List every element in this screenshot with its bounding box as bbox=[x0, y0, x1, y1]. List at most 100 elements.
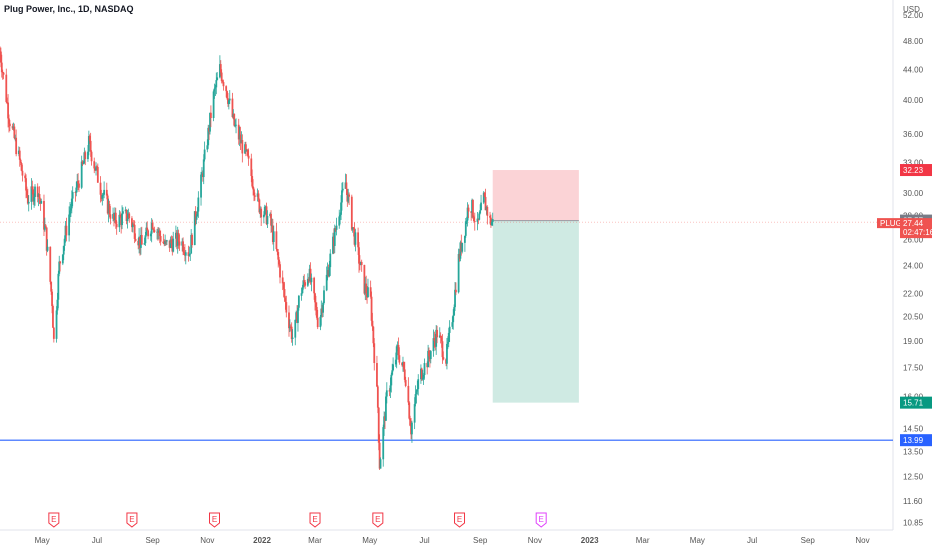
candle-body bbox=[448, 326, 451, 333]
candle-body bbox=[143, 243, 146, 245]
candle-body bbox=[96, 166, 98, 168]
candle-body bbox=[245, 144, 247, 151]
candle-body bbox=[219, 64, 222, 73]
candle-body bbox=[144, 235, 147, 244]
candle-body bbox=[367, 287, 369, 298]
candle-body bbox=[203, 149, 206, 160]
candle-body bbox=[272, 231, 275, 243]
candle-body bbox=[68, 214, 71, 236]
price-tick-label: 40.00 bbox=[903, 96, 924, 105]
candle-body bbox=[297, 295, 300, 308]
time-tick-label: Nov bbox=[855, 536, 869, 545]
last-price-badge-bg bbox=[900, 218, 932, 239]
candle-body bbox=[270, 213, 272, 226]
candle-body bbox=[429, 351, 432, 360]
earnings-marker[interactable]: E bbox=[454, 512, 466, 528]
candle-body bbox=[34, 186, 36, 198]
candle-body bbox=[373, 343, 376, 364]
candle-body bbox=[25, 178, 27, 191]
candle-body bbox=[440, 337, 443, 342]
candle-body bbox=[486, 206, 489, 216]
candle-body bbox=[294, 319, 297, 338]
earnings-label: E bbox=[312, 515, 317, 524]
candle-body bbox=[319, 316, 322, 328]
candle-body bbox=[263, 206, 266, 215]
time-axis[interactable]: May Jul Sep Nov 2022 Mar May Jul Sep Nov 2023 Mar Ma… bbox=[35, 536, 870, 545]
earnings-marker[interactable]: E bbox=[309, 512, 321, 528]
candle-body bbox=[36, 186, 39, 197]
candle-body bbox=[81, 161, 84, 165]
candle-body bbox=[306, 278, 309, 286]
level-lines[interactable] bbox=[0, 221, 893, 441]
earnings-marker[interactable]: E bbox=[535, 512, 547, 528]
candle-body bbox=[290, 326, 293, 339]
candle-body bbox=[301, 287, 304, 294]
candle-body bbox=[402, 362, 405, 370]
candle-body bbox=[227, 100, 230, 104]
candle-body bbox=[390, 374, 393, 386]
candle-body bbox=[370, 296, 373, 321]
candle-body bbox=[44, 225, 47, 228]
stop-price-badge-bg bbox=[900, 164, 932, 177]
candle-body bbox=[423, 363, 426, 376]
candle-body bbox=[146, 227, 149, 231]
candle-body bbox=[403, 369, 406, 380]
candle-body bbox=[284, 297, 287, 303]
candle-body bbox=[118, 214, 121, 228]
candle-body bbox=[411, 422, 413, 435]
candle-body bbox=[376, 363, 378, 387]
candle-body bbox=[52, 327, 55, 339]
price-tick-label: 22.00 bbox=[903, 290, 924, 299]
candle-body bbox=[191, 234, 193, 246]
candle-body bbox=[20, 163, 23, 171]
target-price-badge-bg bbox=[900, 396, 932, 409]
price-tick-label: 12.50 bbox=[903, 473, 924, 482]
earnings-flag-icon bbox=[454, 512, 466, 528]
earnings-marker[interactable]: E bbox=[126, 512, 138, 528]
candle-body bbox=[285, 302, 288, 313]
candle-body bbox=[101, 195, 104, 199]
candle-body bbox=[491, 219, 494, 223]
candle-body bbox=[90, 151, 93, 162]
candle-body bbox=[333, 228, 336, 246]
price-axis[interactable]: 52.0048.0044.0040.0036.0033.0030.0028.00… bbox=[903, 11, 924, 527]
candle-body bbox=[315, 307, 318, 318]
price-tick-label: 10.85 bbox=[903, 518, 924, 527]
candle-body bbox=[237, 124, 240, 140]
candle-body bbox=[310, 277, 313, 283]
candle-body bbox=[63, 238, 66, 246]
candle-body bbox=[49, 246, 52, 282]
price-tick-label: 24.00 bbox=[903, 261, 924, 270]
earnings-marker[interactable]: E bbox=[48, 512, 60, 528]
candle-body bbox=[202, 159, 205, 178]
candle-body bbox=[46, 246, 49, 251]
earnings-marker[interactable]: E bbox=[208, 512, 220, 528]
trade-setup[interactable] bbox=[492, 170, 579, 403]
price-tick-label: 20.50 bbox=[903, 313, 924, 322]
candle-body bbox=[222, 82, 225, 87]
candle-body bbox=[58, 261, 61, 274]
candle-body bbox=[413, 404, 416, 423]
time-tick-label: Sep bbox=[145, 536, 160, 545]
candle-body bbox=[442, 357, 445, 360]
candle-body bbox=[96, 167, 99, 183]
candle-body bbox=[40, 201, 43, 204]
candle-body bbox=[338, 216, 341, 226]
candle-body bbox=[414, 394, 417, 405]
earnings-flag-icon bbox=[309, 512, 321, 528]
candle-body bbox=[43, 201, 45, 230]
candle-body bbox=[323, 290, 325, 303]
candle-body bbox=[213, 88, 216, 92]
time-tick-label: Mar bbox=[308, 536, 322, 545]
candle-body bbox=[206, 145, 209, 150]
candle-body bbox=[151, 222, 154, 229]
earnings-marker[interactable]: E bbox=[372, 512, 384, 528]
candle-body bbox=[52, 306, 54, 328]
candle-body bbox=[51, 291, 53, 307]
candle-body bbox=[385, 396, 387, 421]
candle-body bbox=[466, 207, 469, 221]
support-price-badge-bg bbox=[900, 434, 932, 447]
candle-body bbox=[152, 228, 155, 230]
